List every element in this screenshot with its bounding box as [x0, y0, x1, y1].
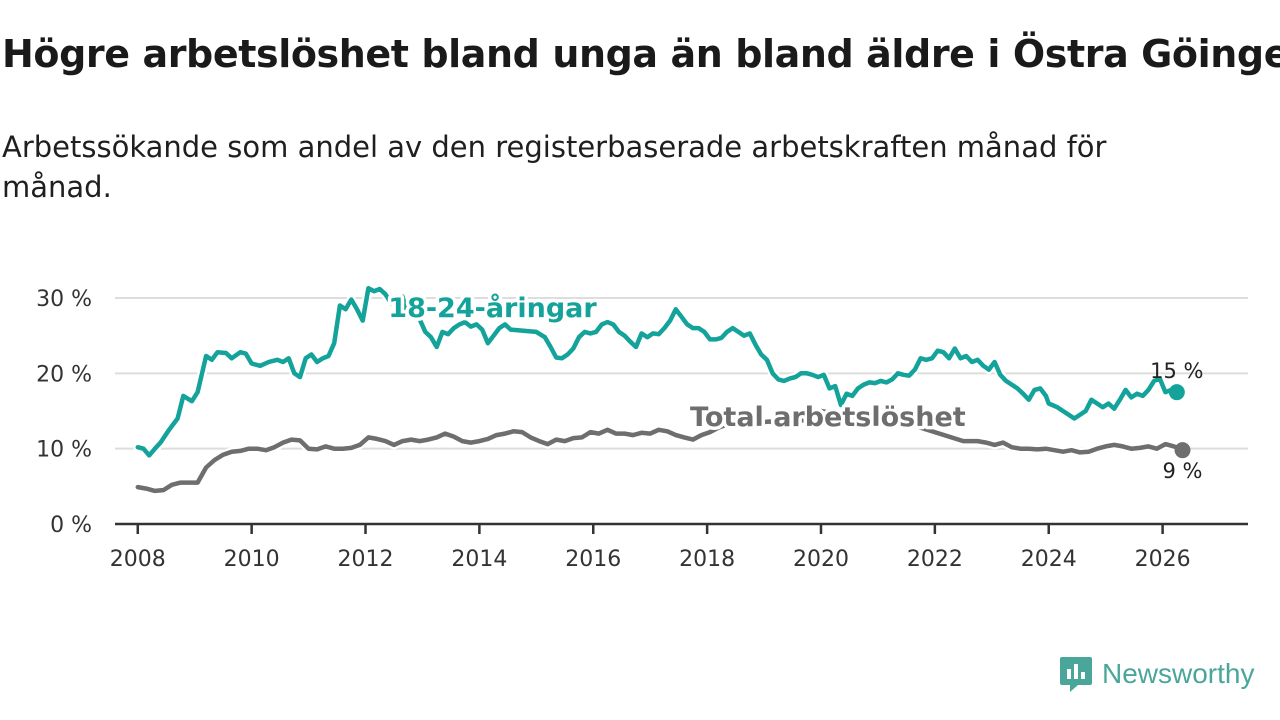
- x-tick-label: 2018: [679, 547, 735, 572]
- series-end-dot-youth: [1168, 384, 1185, 401]
- x-tick-label: 2014: [451, 547, 507, 572]
- series-labels: 15 % 9 % 18-24-åringar Total arbetslöshet: [385, 288, 1204, 483]
- chart-subtitle: Arbetssökande som andel av den registerb…: [2, 130, 1107, 204]
- x-tick-label: 2024: [1021, 547, 1077, 572]
- series-name-label-youth: 18-24-åringar: [388, 292, 597, 324]
- end-value-label-total: 9 %: [1163, 459, 1203, 483]
- x-tick-label: 2016: [565, 547, 621, 572]
- x-tick-label: 2012: [338, 547, 394, 572]
- y-tick-label: 20 %: [36, 362, 92, 387]
- y-tick-label: 10 %: [36, 438, 92, 463]
- x-tick-label: 2026: [1135, 547, 1191, 572]
- x-tick-label: 2008: [110, 547, 166, 572]
- y-tick-label: 0 %: [50, 513, 92, 538]
- x-tick-label: 2020: [793, 547, 849, 572]
- newsworthy-logo[interactable]: Newsworthy: [1058, 654, 1254, 694]
- series-lines: [133, 283, 1191, 496]
- series-name-label-total: Total arbetslöshet: [690, 402, 966, 433]
- y-tick-label: 30 %: [36, 287, 92, 312]
- axes: 0 % 10 % 20 % 30 % 2008 2010 2012 2014 2016 2018 2…: [36, 287, 1248, 572]
- newsworthy-logo-icon: [1060, 657, 1092, 692]
- series-line-total: [135, 408, 1185, 494]
- x-tick-label: 2022: [907, 547, 963, 572]
- x-tick-label: 2010: [224, 547, 280, 572]
- chart-title: Högre arbetslöshet bland unga än bland ä…: [2, 32, 1280, 76]
- newsworthy-logo-text: Newsworthy: [1102, 658, 1255, 689]
- end-value-label-youth: 15 %: [1150, 359, 1203, 383]
- series-line-youth: [135, 285, 1180, 458]
- series-end-dot-total: [1174, 442, 1191, 459]
